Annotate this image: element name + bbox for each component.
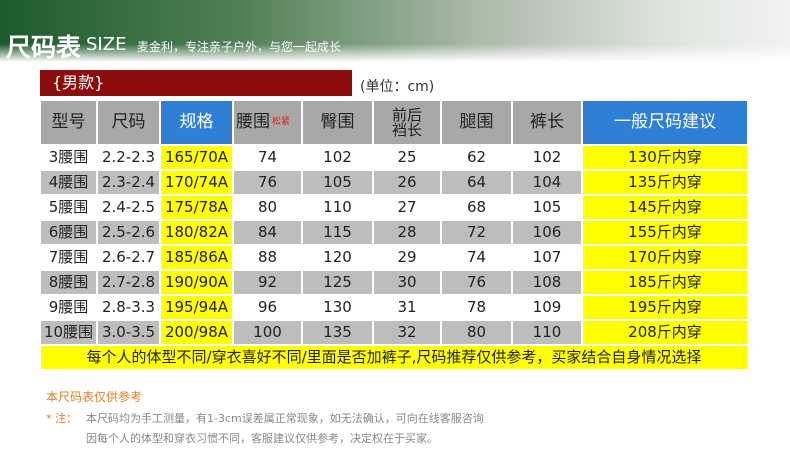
table-cell: 7腰围 xyxy=(40,245,97,270)
table-cell: 195/94A xyxy=(160,295,233,320)
table-cell: 107 xyxy=(512,245,582,270)
table-cell: 28 xyxy=(373,220,441,245)
header-cell: 腰围 松紧 xyxy=(233,100,302,145)
table-cell: 64 xyxy=(441,170,512,195)
header-cell: 前后裆长 xyxy=(373,100,441,145)
table-cell: 76 xyxy=(441,270,512,295)
table-cell: 3腰围 xyxy=(40,145,97,170)
table-cell: 9腰围 xyxy=(40,295,97,320)
table-cell: 10腰围 xyxy=(40,320,97,345)
table-cell: 2.4-2.5 xyxy=(97,195,160,220)
table-cell: 180/82A xyxy=(160,220,233,245)
table-cell: 135斤内穿 xyxy=(582,170,748,195)
table-cell: 110 xyxy=(302,195,373,220)
table-cell: 200/98A xyxy=(160,320,233,345)
table-cell: 84 xyxy=(233,220,302,245)
header-cell: 裤长 xyxy=(512,100,582,145)
table-cell: 105 xyxy=(302,170,373,195)
title: 尺码表 xyxy=(6,33,82,62)
table-cell: 170斤内穿 xyxy=(582,245,748,270)
table-cell: 2.5-2.6 xyxy=(97,220,160,245)
header-cell: 腿围 xyxy=(441,100,512,145)
unit: (单位：cm) xyxy=(360,79,435,95)
section-label: {男款} xyxy=(40,70,352,96)
table-cell: 130斤内穿 xyxy=(582,145,748,170)
table-cell: 80 xyxy=(233,195,302,220)
footer-mark: * 注： xyxy=(46,412,77,425)
slogan: 麦金利，专注亲子户外，与您一起成长 xyxy=(137,40,342,54)
table-cell: 170/74A xyxy=(160,170,233,195)
table-cell: 3.0-3.5 xyxy=(97,320,160,345)
table-cell: 68 xyxy=(441,195,512,220)
table-cell: 5腰围 xyxy=(40,195,97,220)
table-cell: 26 xyxy=(373,170,441,195)
table-cell: 100 xyxy=(233,320,302,345)
table-cell: 27 xyxy=(373,195,441,220)
header-cell: 型号 xyxy=(40,100,97,145)
header-cell: 臀围 xyxy=(302,100,373,145)
header-cell: 一般尺码建议 xyxy=(582,100,748,145)
table-cell: 78 xyxy=(441,295,512,320)
table-cell: 92 xyxy=(233,270,302,295)
table-cell: 74 xyxy=(233,145,302,170)
table-cell: 80 xyxy=(441,320,512,345)
table-cell: 115 xyxy=(302,220,373,245)
footer-line: 因每个人的体型和穿衣习惯不同，客服建议仅供参考，决定权在于买家。 xyxy=(86,432,438,445)
table-cell: 135 xyxy=(302,320,373,345)
table-cell: 88 xyxy=(233,245,302,270)
table-cell: 2.8-3.3 xyxy=(97,295,160,320)
table-cell: 208斤内穿 xyxy=(582,320,748,345)
table-cell: 145斤内穿 xyxy=(582,195,748,220)
table-cell: 74 xyxy=(441,245,512,270)
table-cell: 102 xyxy=(512,145,582,170)
table-cell: 155斤内穿 xyxy=(582,220,748,245)
table-cell: 109 xyxy=(512,295,582,320)
title-en: SIZE xyxy=(86,34,127,55)
table-cell: 96 xyxy=(233,295,302,320)
table-cell: 29 xyxy=(373,245,441,270)
table-cell: 2.6-2.7 xyxy=(97,245,160,270)
table-cell: 165/70A xyxy=(160,145,233,170)
table-cell: 105 xyxy=(512,195,582,220)
waist-note: 松紧 xyxy=(272,117,291,127)
banner xyxy=(0,0,790,62)
table-cell: 25 xyxy=(373,145,441,170)
table-cell: 72 xyxy=(441,220,512,245)
table-cell: 2.2-2.3 xyxy=(97,145,160,170)
table-cell: 4腰围 xyxy=(40,170,97,195)
table-cell: 110 xyxy=(512,320,582,345)
table-cell: 102 xyxy=(302,145,373,170)
header-cell: 尺码 xyxy=(97,100,160,145)
table-cell: 31 xyxy=(373,295,441,320)
footer-line: 本尺码均为手工测量，有1-3cm误差属正常现象，如无法确认，可向在线客服咨询 xyxy=(86,412,484,425)
table-cell: 6腰围 xyxy=(40,220,97,245)
table-cell: 2.7-2.8 xyxy=(97,270,160,295)
table-cell: 108 xyxy=(512,270,582,295)
header-cell: 规格 xyxy=(160,100,233,145)
table-cell: 185斤内穿 xyxy=(582,270,748,295)
table-note: 每个人的体型不同/穿衣喜好不同/里面是否加裤子,尺码推荐仅供参考，买家结合自身情… xyxy=(40,345,748,370)
table-cell: 175/78A xyxy=(160,195,233,220)
table-cell: 30 xyxy=(373,270,441,295)
table-cell: 2.3-2.4 xyxy=(97,170,160,195)
table-cell: 125 xyxy=(302,270,373,295)
table-cell: 120 xyxy=(302,245,373,270)
table-cell: 76 xyxy=(233,170,302,195)
table-cell: 106 xyxy=(512,220,582,245)
table-cell: 195斤内穿 xyxy=(582,295,748,320)
table-cell: 8腰围 xyxy=(40,270,97,295)
table-cell: 32 xyxy=(373,320,441,345)
table-cell: 130 xyxy=(302,295,373,320)
table-cell: 190/90A xyxy=(160,270,233,295)
table-cell: 104 xyxy=(512,170,582,195)
footer-heading: 本尺码表仅供参考 xyxy=(46,390,143,404)
table-cell: 185/86A xyxy=(160,245,233,270)
table-cell: 62 xyxy=(441,145,512,170)
